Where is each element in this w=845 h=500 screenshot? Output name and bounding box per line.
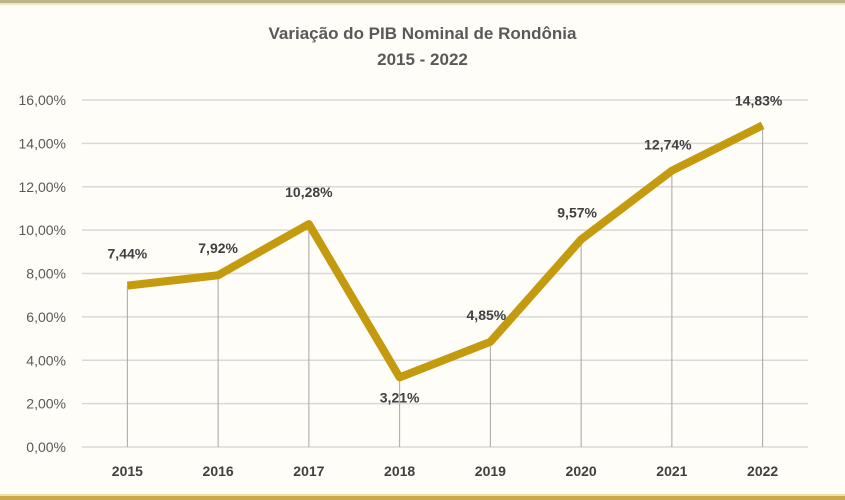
bottom-border <box>0 496 845 500</box>
data-label: 4,85% <box>467 307 507 323</box>
drop-lines <box>126 125 764 447</box>
data-line <box>126 121 765 382</box>
data-label: 12,74% <box>644 137 692 153</box>
y-tick-label: 4,00% <box>26 352 66 368</box>
x-tick-label: 2021 <box>656 463 687 479</box>
y-tick-label: 14,00% <box>19 135 66 151</box>
y-tick-label: 12,00% <box>19 179 66 195</box>
chart-title: Variação do PIB Nominal de Rondônia <box>268 24 577 43</box>
x-tick-label: 2017 <box>293 463 324 479</box>
series-line <box>126 121 765 382</box>
y-tick-label: 10,00% <box>19 222 66 238</box>
top-border-inner <box>0 3 845 5</box>
data-label: 7,44% <box>108 246 148 262</box>
bottom-border-inner <box>0 494 845 496</box>
x-tick-label: 2020 <box>566 463 597 479</box>
x-tick-label: 2018 <box>384 463 415 479</box>
chart-subtitle: 2015 - 2022 <box>377 50 468 69</box>
data-label: 7,92% <box>198 240 238 256</box>
x-axis: 2015 2016 2017 2018 2019 2020 2021 2022 <box>112 463 779 479</box>
data-label: 14,83% <box>735 92 783 108</box>
gridlines <box>82 99 808 448</box>
y-tick-label: 2,00% <box>26 396 66 412</box>
data-label: 10,28% <box>285 184 333 200</box>
y-tick-label: 8,00% <box>26 266 66 282</box>
top-border <box>0 0 845 3</box>
y-tick-label: 0,00% <box>26 439 66 455</box>
data-labels: 7,44% 7,92% 10,28% 3,21% 4,85% 9,57% 12,74% 14,… <box>108 92 783 405</box>
data-label: 9,57% <box>557 204 597 220</box>
y-tick-label: 16,00% <box>19 92 66 108</box>
y-tick-label: 6,00% <box>26 309 66 325</box>
data-label: 3,21% <box>380 389 420 405</box>
x-tick-label: 2015 <box>112 463 143 479</box>
x-tick-label: 2016 <box>203 463 234 479</box>
y-axis: 0,00% 2,00% 4,00% 6,00% 8,00% 10,00% 12,00% 14,… <box>19 92 66 455</box>
x-tick-label: 2019 <box>475 463 506 479</box>
x-tick-label: 2022 <box>747 463 778 479</box>
